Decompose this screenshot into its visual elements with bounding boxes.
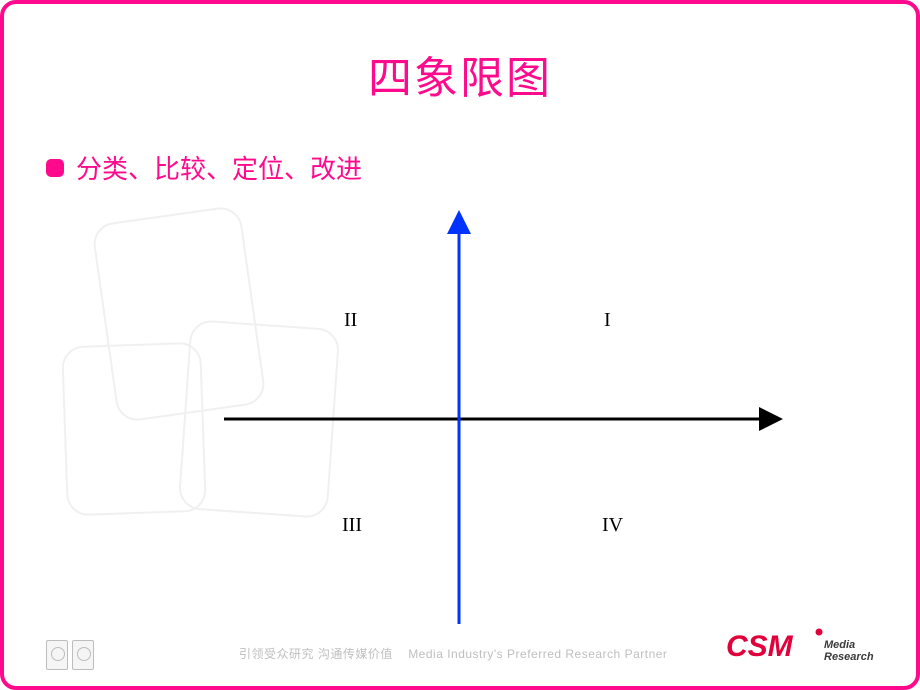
bullet-icon bbox=[46, 159, 64, 177]
logo-text: CSM bbox=[726, 630, 794, 663]
quadrant-chart: I II III IV bbox=[224, 209, 794, 629]
logo-sub1: Media bbox=[824, 639, 855, 651]
page-title: 四象限图 bbox=[4, 42, 916, 106]
quadrant-label-2: II bbox=[344, 309, 357, 332]
certification-badges bbox=[46, 640, 94, 670]
footer: 引领受众研究 沟通传媒价值 Media Industry's Preferred… bbox=[4, 628, 916, 676]
footer-text-cn: 引领受众研究 沟通传媒价值 bbox=[239, 647, 393, 661]
subtitle-text: 分类、比较、定位、改进 bbox=[76, 149, 362, 186]
quadrant-label-3: III bbox=[342, 514, 362, 537]
quadrant-label-1: I bbox=[604, 309, 611, 332]
csm-logo: CSM Media Research bbox=[726, 626, 886, 668]
quadrant-axes bbox=[224, 209, 794, 629]
subtitle-row: 分类、比较、定位、改进 bbox=[46, 149, 362, 186]
slide-frame: 四象限图 分类、比较、定位、改进 I II III IV bbox=[0, 0, 920, 690]
quadrant-label-4: IV bbox=[602, 514, 623, 537]
cert-badge-icon bbox=[72, 640, 94, 670]
cert-badge-icon bbox=[46, 640, 68, 670]
logo-sub2: Research bbox=[824, 651, 874, 663]
footer-text: 引领受众研究 沟通传媒价值 Media Industry's Preferred… bbox=[239, 645, 667, 662]
logo-dot-icon bbox=[816, 629, 823, 636]
footer-text-en: Media Industry's Preferred Research Part… bbox=[408, 647, 667, 661]
